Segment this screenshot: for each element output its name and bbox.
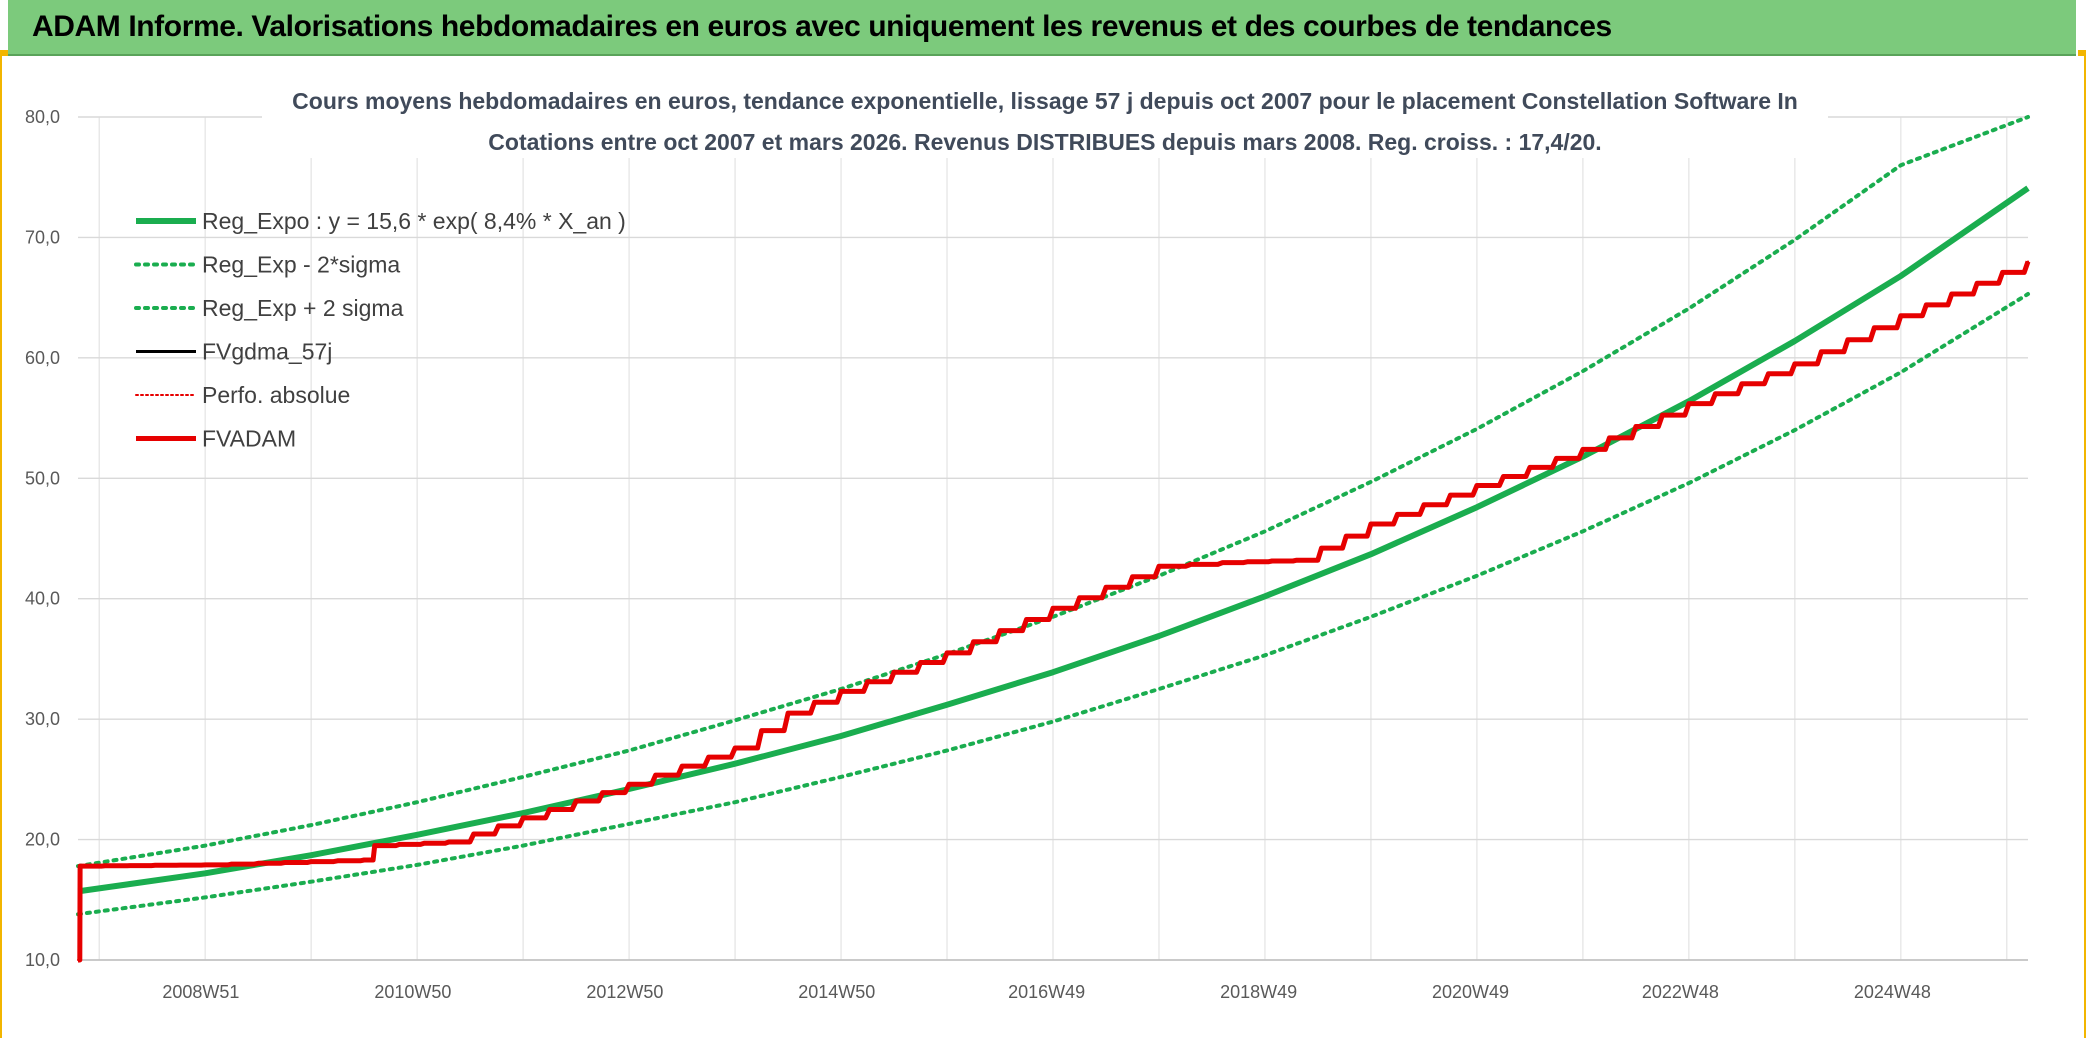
legend-label: Reg_Exp + 2 sigma (202, 295, 404, 321)
legend-label: FVgdma_57j (202, 339, 332, 365)
x-tick-label: 2012W50 (586, 982, 663, 1002)
report-banner: ADAM Informe. Valorisations hebdomadaire… (8, 0, 2076, 56)
chart-grid (78, 116, 2028, 961)
title-background (262, 82, 1828, 158)
y-tick-label: 20,0 (25, 830, 60, 850)
y-tick-label: 30,0 (25, 709, 60, 729)
frame-corner-left (0, 50, 8, 56)
legend-label: Reg_Exp - 2*sigma (202, 252, 400, 278)
report-title: ADAM Informe. Valorisations hebdomadaire… (32, 10, 1612, 43)
x-tick-label: 2020W49 (1432, 982, 1509, 1002)
legend-label: FVADAM (202, 426, 296, 452)
series-line-3 (76, 115, 2030, 869)
chart-subtitle: Cotations entre oct 2007 et mars 2026. R… (488, 129, 1601, 155)
y-tick-label: 50,0 (25, 468, 60, 488)
x-tick-label: 2014W50 (798, 982, 875, 1002)
y-tick-label: 60,0 (25, 348, 60, 368)
legend-label: Perfo. absolue (202, 382, 350, 408)
chart-plot-area (76, 115, 2031, 963)
y-tick-label: 10,0 (25, 950, 60, 970)
chart-legend: Reg_Expo : y = 15,6 * exp( 8,4% * X_an )… (134, 208, 626, 452)
x-tick-label: 2024W48 (1854, 982, 1931, 1002)
x-tick-label: 2010W50 (374, 982, 451, 1002)
x-tick-label: 2016W49 (1008, 982, 1085, 1002)
series-line-2 (76, 292, 2030, 917)
x-axis: 2008W51 2010W50 2012W50 2014W50 2016W49 2018W… (162, 982, 1930, 1002)
y-tick-label: 40,0 (25, 589, 60, 609)
x-tick-label: 2008W51 (162, 982, 239, 1002)
y-tick-label: 70,0 (25, 227, 60, 247)
chart-frame (0, 56, 2086, 1038)
x-tick-label: 2022W48 (1642, 982, 1719, 1002)
y-tick-label: 80,0 (25, 107, 60, 127)
series-line-6 (77, 260, 2031, 963)
x-tick-label: 2018W49 (1220, 982, 1297, 1002)
legend-label: Reg_Expo : y = 15,6 * exp( 8,4% * X_an ) (202, 208, 626, 234)
y-axis: 10,0 20,0 30,0 40,0 50,0 60,0 70,0 80,0 (25, 107, 60, 970)
chart-title: Cours moyens hebdomadaires en euros, ten… (292, 88, 1798, 114)
frame-corner-right (2078, 50, 2086, 56)
